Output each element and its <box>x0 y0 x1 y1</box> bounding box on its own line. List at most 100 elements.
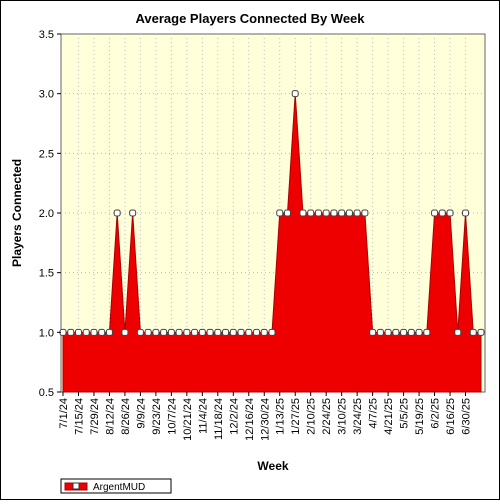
y-tick-label: 1.5 <box>39 268 54 280</box>
data-point <box>446 209 454 217</box>
data-point <box>291 90 299 98</box>
x-tick-label: 8/12/24 <box>104 398 116 435</box>
data-point <box>438 209 446 217</box>
x-tick-label: 12/16/24 <box>244 398 256 441</box>
data-point <box>214 328 222 336</box>
x-tick-label: 1/13/25 <box>275 398 287 435</box>
data-point <box>67 328 75 336</box>
data-point <box>415 328 423 336</box>
data-point <box>237 328 245 336</box>
legend-marker-icon <box>72 482 80 490</box>
data-point <box>477 328 485 336</box>
x-tick-label: 4/21/25 <box>383 398 395 435</box>
series-markers-argentmud <box>59 90 485 336</box>
x-tick-label: 5/19/25 <box>414 398 426 435</box>
data-point <box>160 328 168 336</box>
x-tick-label: 6/2/25 <box>430 398 442 429</box>
data-point <box>222 328 230 336</box>
plot-area <box>59 33 486 393</box>
x-tick-label: 9/9/24 <box>135 398 147 429</box>
x-tick-label: 12/30/24 <box>259 398 271 441</box>
data-point <box>407 328 415 336</box>
y-tick-label: 3.0 <box>39 89 54 101</box>
y-tick-label: 2.0 <box>39 208 54 220</box>
data-point <box>191 328 199 336</box>
x-tick-label: 4/7/25 <box>368 398 380 429</box>
data-point <box>268 328 276 336</box>
data-point <box>175 328 183 336</box>
data-point <box>322 209 330 217</box>
x-tick-label: 5/5/25 <box>399 398 411 429</box>
y-tick-label: 3.5 <box>39 29 54 41</box>
data-point <box>183 328 191 336</box>
data-point <box>98 328 106 336</box>
data-point <box>353 209 361 217</box>
x-axis: 7/1/24 7/15/24 7/29/24 8/12/24 8/26/24 9/9/24… <box>58 392 473 441</box>
x-tick-label: 7/1/24 <box>58 398 70 429</box>
legend-box <box>60 478 172 494</box>
x-tick-label: 7/29/24 <box>89 398 101 435</box>
x-tick-label: 6/16/25 <box>445 398 457 435</box>
data-point <box>384 328 392 336</box>
chart-title: Average Players Connected By Week <box>135 11 365 26</box>
data-point <box>152 328 160 336</box>
data-point <box>330 209 338 217</box>
y-tick-label: 0.5 <box>39 387 54 399</box>
data-point <box>345 209 353 217</box>
data-point <box>136 328 144 336</box>
data-point <box>469 328 477 336</box>
data-point <box>361 209 369 217</box>
x-tick-label: 3/24/25 <box>352 398 364 435</box>
data-point <box>376 328 384 336</box>
data-point <box>431 209 439 217</box>
data-point <box>260 328 268 336</box>
y-axis: 0.5 1.0 1.5 2.0 2.5 3.0 3.5 <box>39 29 61 399</box>
data-point <box>129 209 137 217</box>
data-point <box>82 328 90 336</box>
data-point <box>74 328 82 336</box>
data-point <box>400 328 408 336</box>
x-tick-label: 12/2/24 <box>228 398 240 435</box>
data-point <box>113 209 121 217</box>
data-point <box>369 328 377 336</box>
data-point <box>121 328 129 336</box>
data-point <box>392 328 400 336</box>
legend-label: ArgentMUD <box>93 482 145 493</box>
x-axis-label: Week <box>257 459 288 473</box>
x-tick-label: 11/18/24 <box>213 398 225 440</box>
data-point <box>245 328 253 336</box>
data-point <box>299 209 307 217</box>
x-tick-label: 6/30/25 <box>461 398 473 435</box>
x-tick-label: 2/24/25 <box>321 398 333 435</box>
data-point <box>454 328 462 336</box>
x-tick-label: 3/10/25 <box>337 398 349 435</box>
x-tick-label: 11/4/24 <box>197 398 209 434</box>
data-point <box>229 328 237 336</box>
data-point <box>90 328 98 336</box>
x-tick-label: 10/7/24 <box>166 398 178 435</box>
data-point <box>144 328 152 336</box>
y-axis-label: Players Connected <box>10 159 24 267</box>
data-point <box>462 209 470 217</box>
data-point <box>314 209 322 217</box>
data-point <box>283 209 291 217</box>
x-tick-label: 9/23/24 <box>151 398 163 435</box>
data-point <box>105 328 113 336</box>
x-tick-label: 1/27/25 <box>290 398 302 435</box>
data-point <box>423 328 431 336</box>
legend: ArgentMUD <box>60 478 172 494</box>
x-tick-label: 7/15/24 <box>73 398 85 435</box>
y-tick-label: 2.5 <box>39 148 54 160</box>
data-point <box>276 209 284 217</box>
data-point <box>307 209 315 217</box>
data-point <box>198 328 206 336</box>
data-point <box>167 328 175 336</box>
data-point <box>338 209 346 217</box>
x-tick-label: 10/21/24 <box>182 398 194 441</box>
x-tick-label: 8/26/24 <box>120 398 132 435</box>
x-tick-label: 2/10/25 <box>306 398 318 435</box>
data-point <box>253 328 261 336</box>
y-tick-label: 1.0 <box>39 327 54 339</box>
data-point <box>206 328 214 336</box>
